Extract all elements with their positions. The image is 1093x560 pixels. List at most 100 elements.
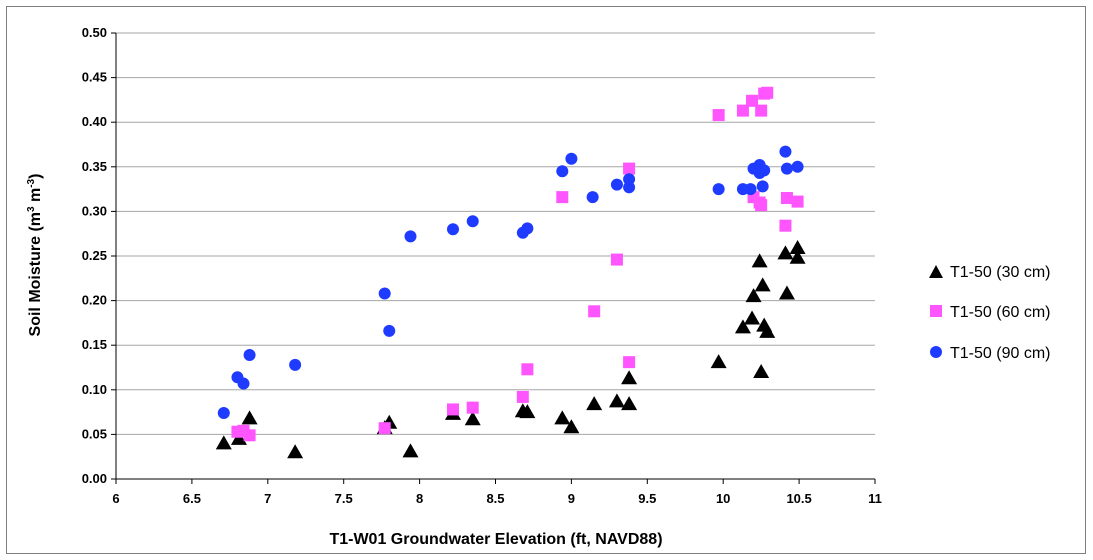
- y-axis-title-sup1: 3: [26, 206, 37, 212]
- data-point-circle: [791, 160, 804, 173]
- data-point-circle: [712, 183, 725, 196]
- data-point-square: [623, 162, 636, 175]
- data-point-triangle: [586, 396, 603, 411]
- data-point-triangle: [744, 310, 761, 325]
- data-point-triangle: [241, 410, 258, 425]
- data-points: [215, 86, 806, 459]
- data-point-circle: [780, 162, 793, 175]
- data-point-square: [780, 192, 793, 205]
- legend-square-marker: [930, 305, 942, 317]
- data-point-triangle: [734, 319, 751, 334]
- data-point-square: [736, 104, 749, 117]
- x-tick-label: 7.5: [335, 491, 353, 506]
- series-circle: [217, 145, 804, 419]
- x-tick-label: 11: [868, 491, 882, 506]
- data-point-circle: [404, 230, 417, 243]
- y-tick-label: 0.45: [82, 70, 107, 85]
- y-axis-title-mid: m: [27, 188, 44, 207]
- y-tick-label: 0.40: [82, 114, 107, 129]
- data-point-triangle: [789, 239, 806, 254]
- series-square: [231, 86, 804, 442]
- data-point-square: [623, 356, 636, 369]
- data-point-square: [712, 109, 725, 122]
- legend-circle-marker: [930, 346, 942, 358]
- data-point-square: [466, 401, 479, 414]
- data-point-square: [761, 86, 774, 99]
- data-point-circle: [446, 223, 459, 236]
- legend: T1-50 (30 cm) T1-50 (60 cm) T1-50 (90 cm…: [929, 264, 1050, 362]
- data-point-square: [556, 191, 569, 204]
- data-point-square: [243, 429, 256, 442]
- data-point-triangle: [402, 443, 419, 458]
- data-point-circle: [623, 173, 636, 186]
- y-axis-title-sup2: -3: [26, 178, 37, 187]
- data-point-circle: [466, 215, 479, 228]
- data-point-triangle: [621, 396, 638, 411]
- y-axis-title-main: Soil Moisture (m: [27, 212, 44, 336]
- data-point-circle: [556, 165, 569, 178]
- y-tick-label: 0.25: [82, 248, 107, 263]
- data-point-triangle: [789, 249, 806, 264]
- data-point-triangle: [554, 410, 571, 425]
- legend-label-30cm: T1-50 (30 cm): [950, 264, 1050, 281]
- data-point-triangle: [759, 323, 776, 338]
- data-point-square: [610, 253, 623, 266]
- data-point-triangle: [710, 354, 727, 369]
- legend-label-60cm: T1-50 (60 cm): [950, 304, 1050, 321]
- data-point-circle: [217, 406, 230, 419]
- y-axis-title: Soil Moisture (m3 m-3): [26, 174, 44, 337]
- data-point-triangle: [563, 419, 580, 434]
- legend-item-60cm: T1-50 (60 cm): [930, 304, 1050, 321]
- data-point-circle: [378, 287, 391, 300]
- series-triangle: [215, 239, 806, 459]
- data-point-triangle: [754, 277, 771, 292]
- data-point-triangle: [230, 430, 247, 445]
- data-point-circle: [383, 324, 396, 337]
- data-point-triangle: [608, 393, 625, 408]
- data-point-triangle: [777, 245, 794, 260]
- data-point-square: [779, 219, 792, 232]
- data-point-triangle: [464, 411, 481, 426]
- data-point-triangle: [621, 370, 638, 385]
- data-point-triangle: [745, 288, 762, 303]
- data-point-triangle: [778, 285, 795, 300]
- y-tick-label: 0.15: [82, 337, 107, 352]
- legend-triangle-marker: [929, 265, 943, 278]
- data-point-circle: [243, 349, 256, 362]
- y-tick-label: 0.35: [82, 159, 107, 174]
- data-point-circle: [521, 222, 534, 235]
- chart-frame: [6, 6, 1086, 554]
- data-point-circle: [565, 152, 578, 165]
- y-tick-label: 0.10: [82, 382, 107, 397]
- data-point-circle: [756, 180, 769, 193]
- data-point-square: [791, 195, 804, 208]
- y-tick-label: 0.20: [82, 293, 107, 308]
- x-tick-label: 10: [716, 491, 730, 506]
- x-axis-title: T1-W01 Groundwater Elevation (ft, NAVD88…: [329, 531, 662, 548]
- data-point-circle: [289, 358, 302, 371]
- data-point-circle: [744, 183, 757, 196]
- legend-item-30cm: T1-50 (30 cm): [929, 264, 1050, 281]
- data-point-circle: [237, 377, 250, 390]
- data-point-triangle: [519, 404, 536, 419]
- data-point-circle: [758, 164, 771, 177]
- data-point-square: [446, 403, 459, 416]
- data-point-square: [755, 199, 768, 212]
- y-axis-title-end: ): [27, 174, 44, 179]
- y-tick-label: 0.50: [82, 25, 107, 40]
- x-tick-label: 10.5: [786, 491, 811, 506]
- y-tick-labels: 0.00 0.05 0.10 0.15 0.20 0.25 0.30 0.35 0.40 0.45…: [82, 25, 116, 486]
- y-tick-label: 0.05: [82, 426, 107, 441]
- data-point-circle: [779, 145, 792, 158]
- x-tick-labels: 6 6.5 7 7.5 8 8.5 9 9.5 10 10.5 11: [112, 479, 882, 506]
- data-point-square: [521, 363, 534, 376]
- x-tick-label: 9.5: [638, 491, 656, 506]
- data-point-triangle: [215, 435, 232, 450]
- data-point-triangle: [753, 363, 770, 378]
- data-point-square: [378, 422, 391, 435]
- x-tick-label: 8.5: [486, 491, 504, 506]
- legend-item-90cm: T1-50 (90 cm): [930, 345, 1050, 362]
- y-tick-label: 0.30: [82, 203, 107, 218]
- x-tick-label: 8: [416, 491, 423, 506]
